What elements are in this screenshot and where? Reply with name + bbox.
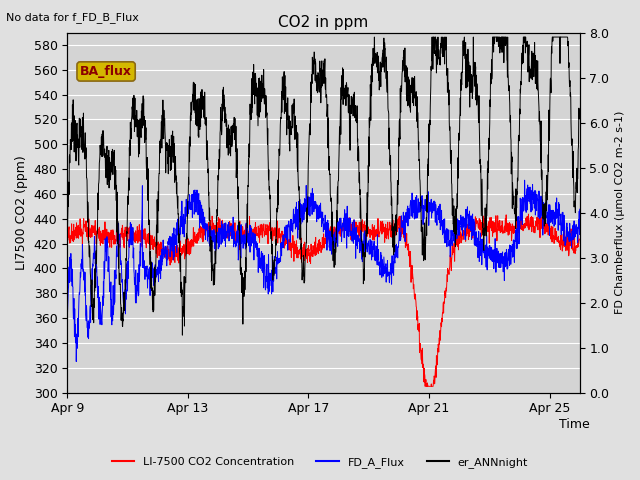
Text: BA_flux: BA_flux [80, 65, 132, 78]
Title: CO2 in ppm: CO2 in ppm [278, 15, 369, 30]
Y-axis label: FD Chamberflux (μmol CO2 m-2 s-1): FD Chamberflux (μmol CO2 m-2 s-1) [615, 111, 625, 314]
X-axis label: Time: Time [559, 418, 590, 431]
Text: No data for f_FD_B_Flux: No data for f_FD_B_Flux [6, 12, 140, 23]
Legend: LI-7500 CO2 Concentration, FD_A_Flux, er_ANNnight: LI-7500 CO2 Concentration, FD_A_Flux, er… [108, 452, 532, 472]
Y-axis label: LI7500 CO2 (ppm): LI7500 CO2 (ppm) [15, 155, 28, 270]
